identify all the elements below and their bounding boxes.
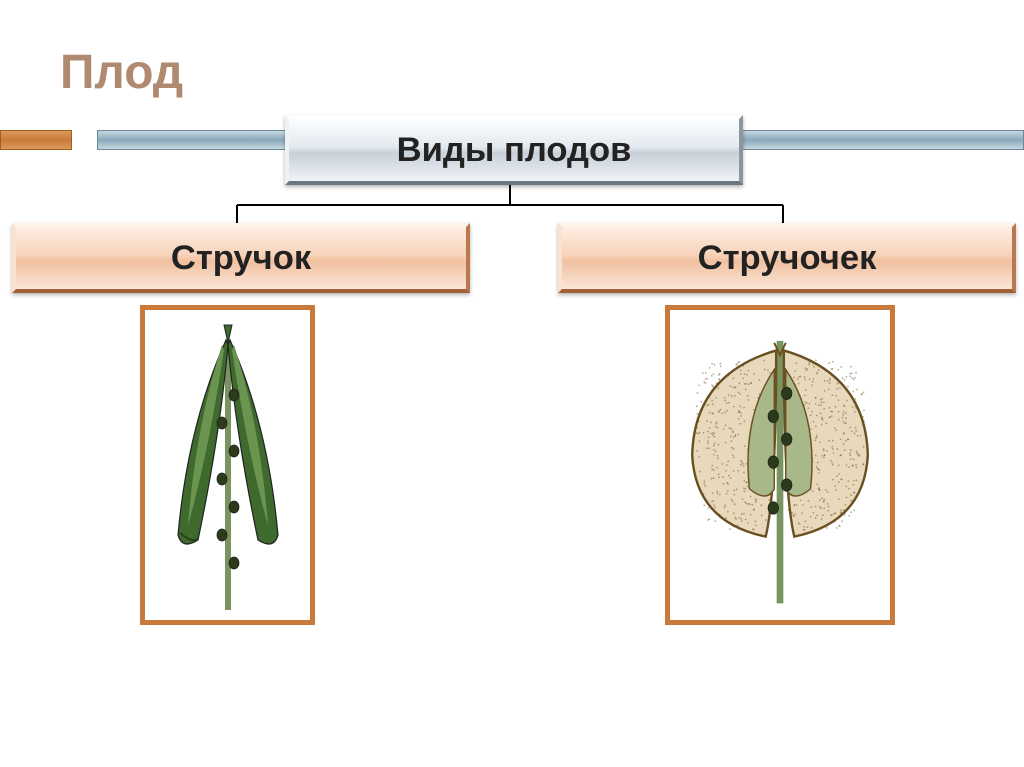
child-node-silicle-label: Стручочек [698,239,877,278]
child-node-silicle-box: Стручочек [558,223,1016,293]
page-title: Плод [60,45,183,100]
root-node-label: Виды плодов [397,131,632,170]
illustration-frame-silicle [665,305,895,625]
child-node-pod-box: Стручок [12,223,470,293]
bar-orange-segment [0,130,72,150]
slide: Плод Виды плодов Стручок Стручочек [0,0,1024,767]
bar-gap [72,130,97,150]
illustration-frame-pod [140,305,315,625]
child-node-pod-label: Стручок [171,239,311,278]
silicle-illustration [675,315,885,615]
root-node-box: Виды плодов [285,115,743,185]
pod-illustration [148,315,308,615]
